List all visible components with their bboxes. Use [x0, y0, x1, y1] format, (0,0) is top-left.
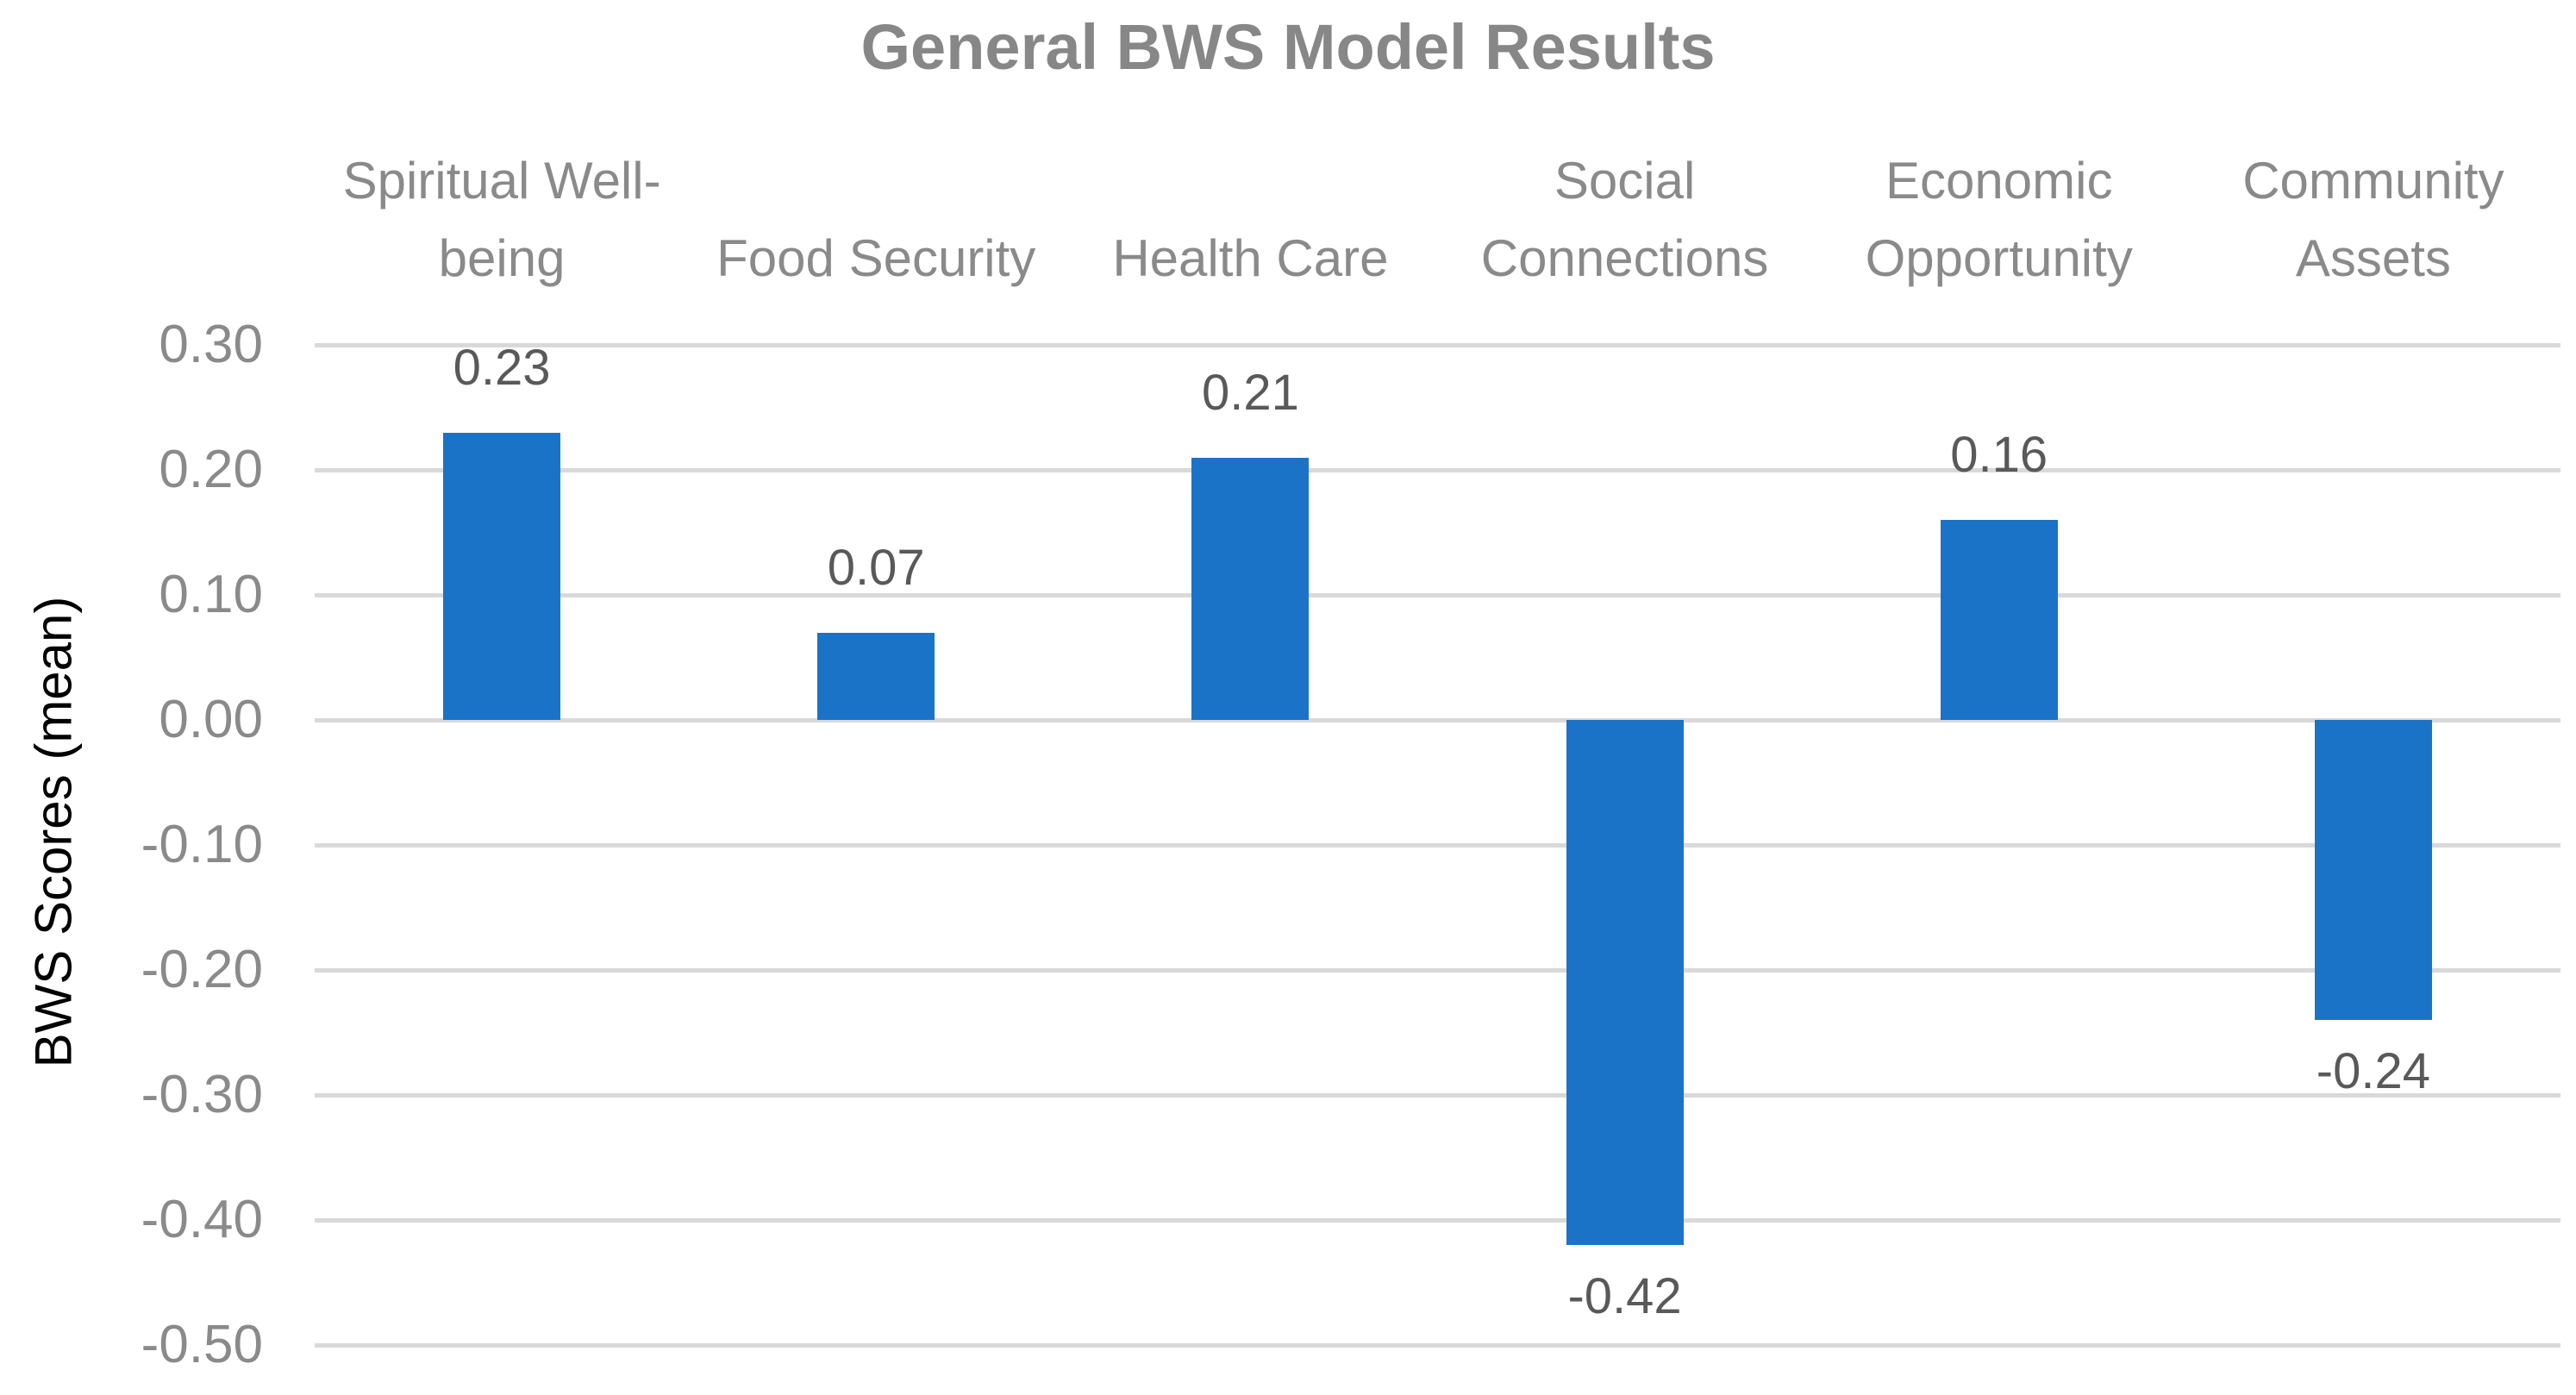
bar-value-label: 0.21: [1201, 364, 1299, 421]
gridline: [315, 842, 2560, 848]
y-axis-tick-label: -0.20: [141, 940, 263, 999]
gridline: [315, 1217, 2560, 1223]
category-label: Social Connections: [1480, 152, 1769, 287]
bar-value-label: 0.16: [1950, 427, 2048, 483]
y-axis-tick-label: 0.20: [159, 440, 263, 499]
y-axis-tick-label: 0.10: [159, 565, 263, 624]
bar: [443, 432, 561, 720]
gridline: [315, 1092, 2560, 1098]
plot-area: [315, 342, 2560, 1348]
bar-value-label: 0.23: [453, 339, 551, 396]
category-label: Economic Opportunity: [1865, 152, 2133, 287]
y-axis-tick-label: 0.00: [159, 690, 263, 749]
bar: [1191, 457, 1310, 720]
bar-value-label: -0.42: [1567, 1268, 1682, 1324]
bar-value-label: 0.07: [827, 539, 925, 596]
gridline: [315, 1342, 2560, 1348]
bar: [817, 632, 935, 720]
category-label: Food Security: [716, 229, 1036, 287]
bar: [1566, 720, 1684, 1245]
gridline: [315, 717, 2560, 723]
gridline: [315, 342, 2560, 347]
y-axis-tick-label: -0.40: [141, 1190, 263, 1249]
gridline: [315, 467, 2560, 472]
bar: [2314, 720, 2432, 1020]
category-label: Spiritual Well-being: [342, 152, 661, 287]
chart-title: General BWS Model Results: [860, 11, 1716, 83]
y-axis-tick-label: 0.30: [159, 315, 263, 374]
bar-value-label: -0.24: [2316, 1043, 2430, 1099]
category-label: Community Assets: [2242, 152, 2504, 287]
bar: [1940, 520, 2058, 720]
y-axis-tick-label: -0.10: [141, 815, 263, 874]
y-axis-tick-label: -0.30: [141, 1065, 263, 1124]
gridline: [315, 592, 2560, 597]
y-axis-tick-label: -0.50: [141, 1315, 263, 1374]
category-label: Health Care: [1112, 229, 1389, 287]
gridline: [315, 967, 2560, 973]
